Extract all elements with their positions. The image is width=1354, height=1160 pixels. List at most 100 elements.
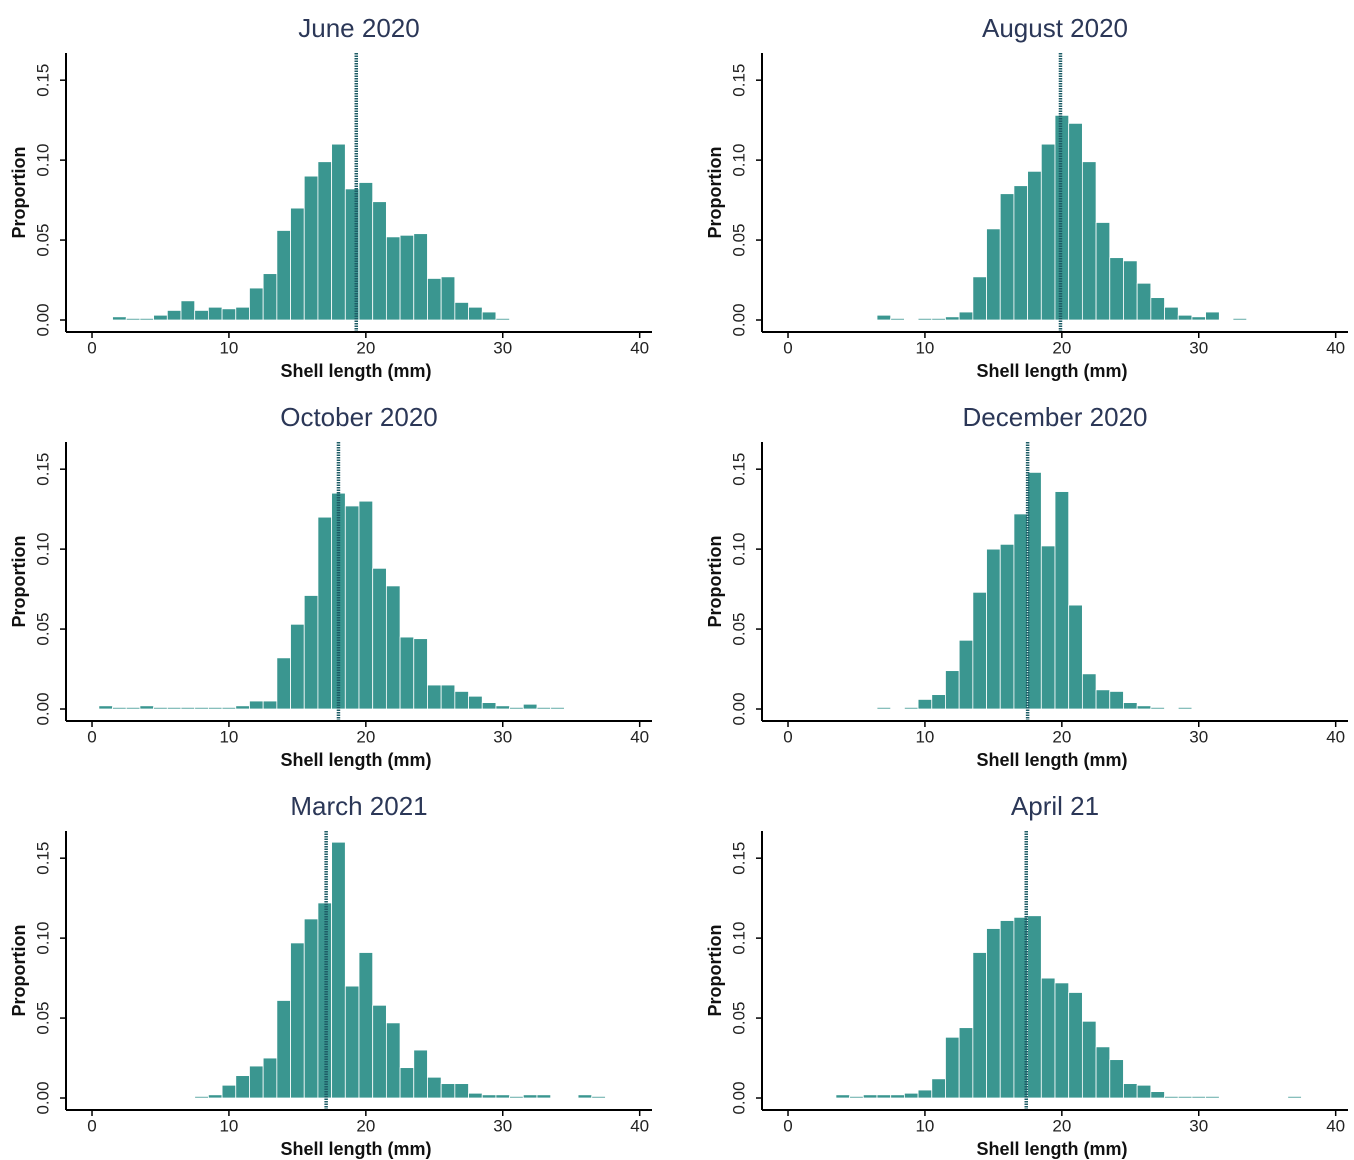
histogram-bar <box>1040 977 1056 1099</box>
x-tick-label: 30 <box>493 338 512 357</box>
histogram-bar <box>468 306 483 321</box>
histogram-bar <box>1109 257 1124 321</box>
histogram-bar <box>890 1094 905 1099</box>
histogram-bar <box>276 230 291 321</box>
y-tick-label: 0.10 <box>33 533 52 566</box>
histogram-bar <box>399 1067 415 1099</box>
histogram-bar <box>550 707 565 710</box>
histogram-bar <box>180 707 196 710</box>
histogram-bar <box>1150 707 1165 710</box>
histogram-bar <box>290 942 305 1099</box>
x-tick-label: 10 <box>219 1116 238 1135</box>
histogram-bar <box>440 684 456 710</box>
histogram-bar <box>917 318 933 321</box>
x-axis-label: Shell length (mm) <box>280 1139 431 1159</box>
y-tick-label: 0.00 <box>729 1081 748 1114</box>
histogram-bar <box>849 1096 864 1099</box>
histogram-bar <box>1232 1097 1248 1100</box>
y-tick-label: 0.05 <box>729 613 748 646</box>
histogram-bar <box>495 705 511 710</box>
y-axis-label: Proportion <box>9 925 29 1017</box>
histogram-bar <box>1246 1097 1261 1100</box>
histogram-bar <box>890 318 905 321</box>
histogram-bar <box>1150 297 1165 321</box>
histogram-bar <box>303 175 319 321</box>
histogram-bar <box>112 316 127 321</box>
histogram-bar <box>372 1004 387 1099</box>
histogram-bar <box>1027 471 1042 710</box>
chart-title: October 2020 <box>280 402 438 432</box>
histogram-bar <box>385 236 401 321</box>
x-tick-label: 0 <box>783 338 792 357</box>
y-tick-label: 0.00 <box>33 303 52 336</box>
histogram-bar <box>468 1092 483 1099</box>
histogram-bar <box>1232 318 1248 321</box>
histogram-bar <box>577 1094 593 1099</box>
x-tick-label: 0 <box>783 727 792 746</box>
y-tick-label: 0.05 <box>33 1002 52 1035</box>
histogram-bar <box>1095 1046 1111 1099</box>
histogram-bar <box>454 302 469 321</box>
histogram-bar <box>139 705 155 710</box>
histogram-bar <box>1164 1096 1179 1099</box>
x-axis-label: Shell length (mm) <box>976 361 1127 381</box>
y-tick-label: 0.15 <box>729 64 748 97</box>
histogram-bar <box>1123 702 1138 710</box>
histogram-bar <box>986 548 1001 710</box>
histogram-bar <box>1054 491 1070 710</box>
y-tick-label: 0.00 <box>33 1081 52 1114</box>
histogram-bar <box>481 702 497 710</box>
histogram-bar <box>235 1075 250 1099</box>
histogram-bar <box>194 1096 209 1099</box>
histogram-bar <box>1081 161 1097 321</box>
histogram-bar <box>1123 1083 1138 1099</box>
histogram-bar <box>235 705 250 710</box>
x-axis-label: Shell length (mm) <box>280 750 431 770</box>
histogram-bar <box>331 143 346 321</box>
histogram-bar <box>876 1094 892 1099</box>
histogram-bar <box>276 657 291 710</box>
histogram-bar <box>986 928 1001 1099</box>
histogram-bar <box>153 707 168 710</box>
histogram-bar <box>945 1036 960 1099</box>
x-tick-label: 20 <box>356 1116 375 1135</box>
histogram-bar <box>153 314 168 321</box>
y-tick-label: 0.15 <box>33 842 52 875</box>
x-tick-label: 0 <box>87 727 96 746</box>
y-axis-label: Proportion <box>9 147 29 239</box>
histogram-bar <box>139 318 155 321</box>
histogram-bar <box>972 276 987 321</box>
histogram-bar <box>166 310 182 321</box>
histogram-bar <box>903 1092 919 1099</box>
histogram-bar <box>180 300 196 321</box>
histogram-bar <box>481 1094 497 1099</box>
y-tick-label: 0.10 <box>33 922 52 955</box>
histogram-bar <box>98 705 113 710</box>
panel: 0 10 20 30 40 0.00 0.05 0.10 0.15 Shell length (m… <box>705 791 1348 1159</box>
histogram-bar <box>207 707 223 710</box>
y-tick-label: 0.05 <box>729 224 748 257</box>
histogram-bar <box>1109 691 1124 710</box>
histogram-bar <box>125 707 141 710</box>
x-tick-label: 0 <box>87 338 96 357</box>
histogram-bar <box>1040 545 1056 710</box>
histogram-bar <box>999 920 1015 1099</box>
x-tick-label: 20 <box>1052 1116 1071 1135</box>
histogram-bar <box>972 591 987 710</box>
histogram-bar <box>125 318 141 321</box>
histogram-bar <box>112 707 127 710</box>
y-tick-label: 0.05 <box>33 613 52 646</box>
histogram-bar <box>1136 705 1152 710</box>
x-tick-label: 40 <box>1326 727 1345 746</box>
x-axis-label: Shell length (mm) <box>976 1139 1127 1159</box>
histogram-bar <box>344 985 360 1099</box>
histogram-bar <box>1191 1096 1207 1099</box>
histogram-bar <box>358 952 374 1099</box>
histogram-bar <box>399 636 415 710</box>
histogram-bar <box>509 1096 524 1099</box>
histogram-bar <box>317 161 333 321</box>
histogram-bar <box>917 699 933 710</box>
histogram-bar <box>1027 170 1042 321</box>
histogram-bar <box>972 952 987 1099</box>
histogram-bar <box>1095 222 1111 321</box>
